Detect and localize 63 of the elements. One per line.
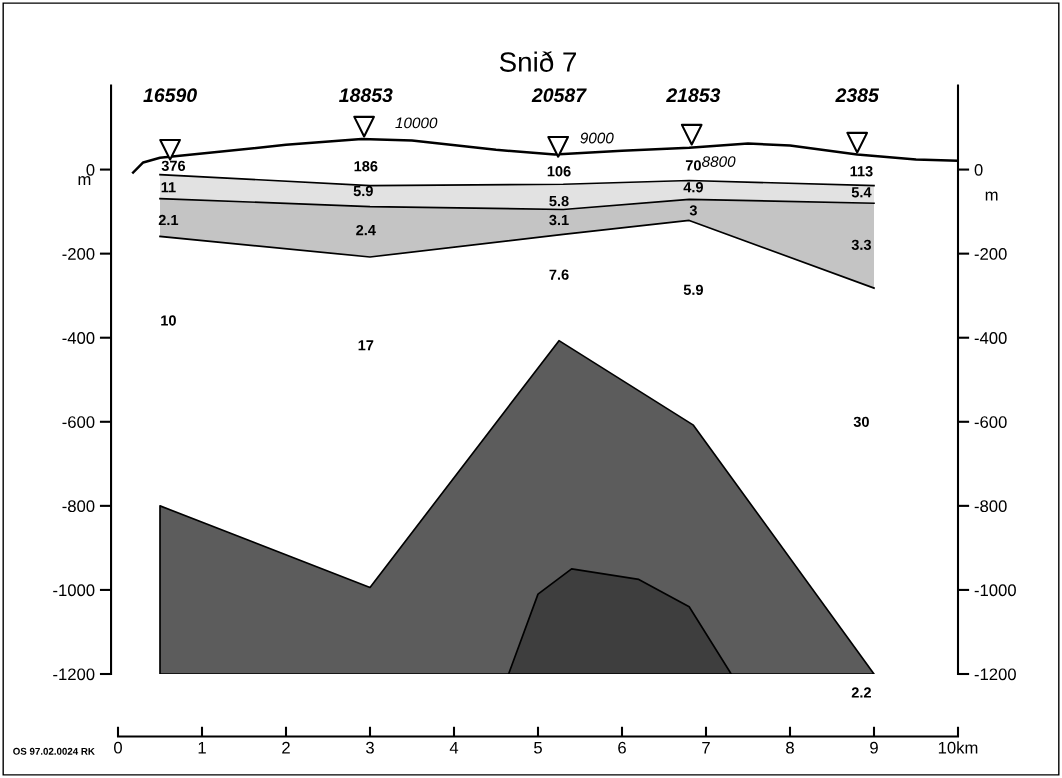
y-axis-title: m: [78, 176, 91, 186]
y-tick-label: -600: [62, 416, 95, 428]
x-tick-label: 6: [618, 741, 626, 754]
annotation: 18853: [339, 88, 393, 103]
y-tick-label: -1000: [53, 584, 95, 597]
y-tick-label: -200: [62, 248, 95, 260]
x-tick-label: 9: [870, 741, 878, 754]
x-tick-label: 5: [534, 741, 542, 754]
y2-tick-label: -1200: [974, 668, 1016, 681]
x-tick-label: 3: [366, 741, 374, 754]
annotation: 16590: [143, 88, 197, 103]
annotation: 30: [853, 416, 869, 427]
annotation: 106: [547, 166, 571, 177]
x-tick-label: 8: [786, 741, 794, 754]
text: OS 97.02.0024 RK: [13, 747, 95, 755]
annotation: 4.9: [683, 182, 703, 193]
x-tick-label: 4: [449, 741, 459, 754]
y2-tick-label: 0: [974, 163, 983, 176]
y-tick-label: 0: [86, 163, 95, 176]
point: [159, 138, 181, 161]
annotation: 5.9: [683, 284, 703, 295]
text: 2.2: [851, 687, 871, 698]
annotation: 8800: [702, 156, 736, 167]
annotation: 376: [161, 160, 186, 171]
annotation: 186: [354, 161, 378, 172]
point: [547, 136, 570, 158]
annotation: 10: [161, 315, 176, 326]
x-tick-label: 1: [198, 741, 206, 754]
annotation: 3: [689, 205, 697, 216]
annotation: 11: [161, 182, 176, 193]
chart-title: Snið 7: [499, 51, 576, 72]
y-tick-label: -800: [62, 500, 95, 513]
annotation: 17: [358, 340, 374, 351]
annotation: 2385: [835, 88, 880, 103]
x-tick-label: 0: [114, 741, 122, 754]
point: [680, 123, 703, 146]
x-tick-label: 2: [282, 741, 290, 754]
y2-tick-label: -600: [974, 416, 1007, 428]
x-tick-label: 7: [702, 741, 710, 754]
annotation: 20587: [531, 88, 587, 103]
y2-tick-label: -200: [974, 248, 1007, 260]
annotation: 5.4: [851, 187, 872, 198]
y2-tick-label: -1000: [974, 584, 1016, 597]
annotation: 5.8: [549, 195, 569, 207]
annotation: 5.9: [353, 185, 373, 197]
x-tick-label: 10km: [938, 741, 978, 754]
annotation: 2.1: [158, 214, 179, 226]
annotation: 3.1: [549, 214, 569, 226]
annotation: 10000: [395, 117, 438, 129]
y2-tick-label: -400: [974, 332, 1007, 344]
y-tick-label: -400: [62, 332, 95, 344]
y-tick-label: -1200: [53, 668, 95, 681]
y2-tick-label: -800: [974, 500, 1007, 513]
annotation: 70: [685, 160, 701, 171]
annotation: 9000: [580, 132, 614, 144]
annotation: 2.4: [356, 224, 376, 236]
annotation: 7.6: [549, 269, 569, 280]
point: [846, 131, 869, 154]
annotation: 3.3: [851, 239, 872, 251]
point: [353, 115, 375, 138]
annotation: 21853: [666, 88, 721, 103]
y2-axis-title: m: [985, 191, 998, 201]
annotation: 113: [850, 166, 873, 177]
